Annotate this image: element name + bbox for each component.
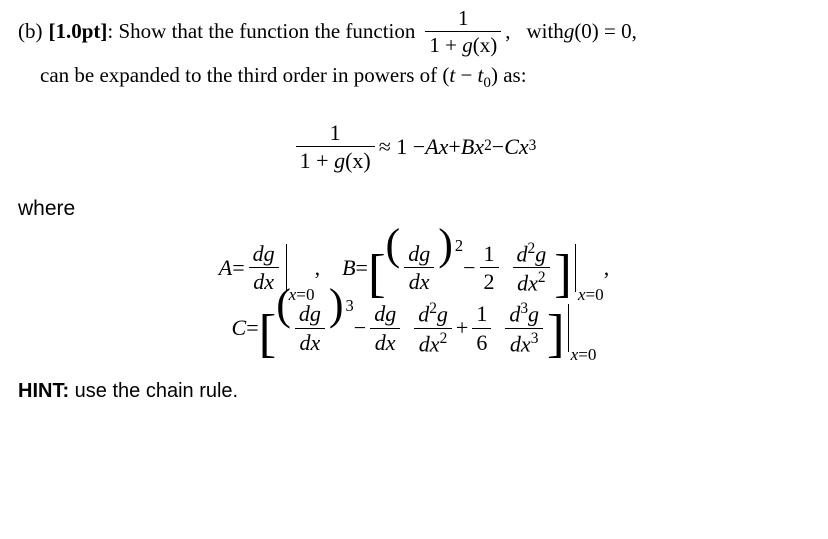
- one-half-fraction: 1 2: [480, 241, 499, 295]
- g-of-zero-rest: (0) = 0,: [574, 17, 637, 45]
- eval-at-zero-b: x=0: [572, 244, 604, 292]
- problem-line-1: (b) [1.0pt] : Show that the function the…: [18, 6, 810, 57]
- g-of-zero-g: g: [564, 17, 575, 45]
- one-sixth-fraction: 1 6: [472, 301, 491, 355]
- points-label: [1.0pt]: [49, 17, 108, 45]
- dgdx-fraction: dg dx: [249, 241, 279, 295]
- coef-line-c: C = [ ( dg dx ) 3 − dg dx d2g dx2 +: [18, 300, 810, 356]
- part-label: (b): [18, 17, 43, 45]
- coef-line-ab: A = dg dx x=0 , B = [ ( dg dx ) 2 −: [18, 240, 810, 296]
- eval-at-zero-c: x=0: [565, 304, 597, 352]
- dgdx-fraction-2: dg dx: [370, 301, 400, 355]
- fraction-numerator: 1: [454, 6, 473, 30]
- d2g-dx2-fraction-2: d2g dx2: [414, 300, 452, 356]
- problem-line-2: can be expanded to the third order in po…: [40, 61, 810, 94]
- hint-text: use the chain rule.: [69, 380, 238, 402]
- dgdx-squared: ( dg dx ) 2: [386, 241, 464, 295]
- inline-fraction: 1 1 + g(x): [425, 6, 501, 57]
- main-equation: 1 1 + g(x) ≈ 1 − Ax + Bx2 − Cx3: [18, 120, 810, 174]
- d3g-dx3-fraction: d3g dx3: [505, 300, 543, 356]
- hint-line: HINT: use the chain rule.: [18, 378, 810, 405]
- where-label: where: [18, 195, 810, 223]
- hint-label-text: HINT:: [18, 380, 69, 402]
- d2g-dx2-fraction: d2g dx2: [513, 240, 551, 296]
- with-text: with: [526, 17, 563, 45]
- coefficients-block: A = dg dx x=0 , B = [ ( dg dx ) 2 −: [18, 240, 810, 357]
- dgdx-cubed: ( dg dx ) 3: [276, 301, 354, 355]
- fraction-denominator: 1 + g(x): [425, 33, 501, 57]
- comma: ,: [505, 17, 510, 45]
- lead-text: : Show that the function the function: [107, 17, 415, 45]
- main-fraction: 1 1 + g(x): [296, 120, 375, 174]
